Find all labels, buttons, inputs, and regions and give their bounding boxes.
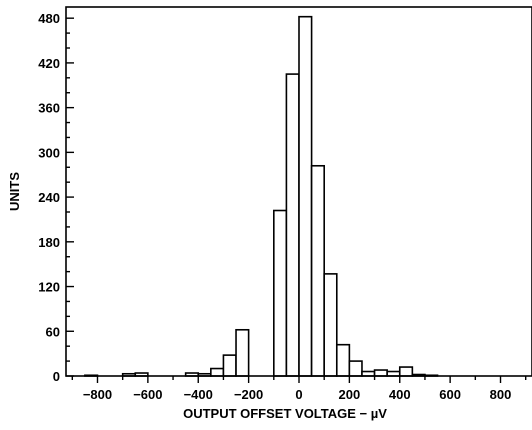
histogram-bar-5: [210, 367, 225, 377]
axis-ticks: [66, 17, 527, 383]
x-axis-label: OUTPUT OFFSET VOLTAGE − µV: [183, 406, 387, 421]
y-tick-label: 420: [38, 56, 60, 71]
y-tick-label: 0: [53, 369, 60, 384]
x-tick-label: 400: [389, 387, 411, 402]
y-tick-label: 120: [38, 280, 60, 295]
y-tick-label: 180: [38, 235, 60, 250]
x-tick-label: −200: [234, 387, 263, 402]
bars: [84, 15, 439, 377]
x-tick-label: 600: [439, 387, 461, 402]
histogram-bar-16: [373, 369, 388, 377]
x-tick-label: 0: [295, 387, 302, 402]
histogram-bar-12: [323, 273, 338, 377]
x-tick-label: −600: [133, 387, 162, 402]
x-tick-label: 200: [339, 387, 361, 402]
histogram-bar-9: [285, 73, 300, 377]
histogram-bar-14: [348, 360, 363, 377]
y-axis-label: UNITS: [7, 172, 22, 211]
histogram-bar-8: [273, 209, 288, 377]
histogram-bar-13: [335, 343, 351, 377]
x-tick-label: −800: [83, 387, 112, 402]
histogram-bar-6: [222, 354, 237, 377]
histogram-bar-11: [310, 164, 325, 377]
x-tick-label: 800: [490, 387, 512, 402]
histogram-bar-7: [235, 328, 250, 377]
y-tick-label: 480: [38, 11, 60, 26]
histogram-bar-18: [398, 366, 414, 377]
x-tick-label: −400: [184, 387, 213, 402]
y-tick-label: 360: [38, 101, 60, 116]
histogram-bar-10: [298, 15, 313, 377]
tick-labels: 0 60 120 180 240 300 360 420 480 −800 −600 −400 −200…: [38, 11, 511, 402]
y-tick-label: 300: [38, 145, 60, 160]
y-tick-label: 240: [38, 190, 60, 205]
y-tick-label: 60: [46, 324, 60, 339]
